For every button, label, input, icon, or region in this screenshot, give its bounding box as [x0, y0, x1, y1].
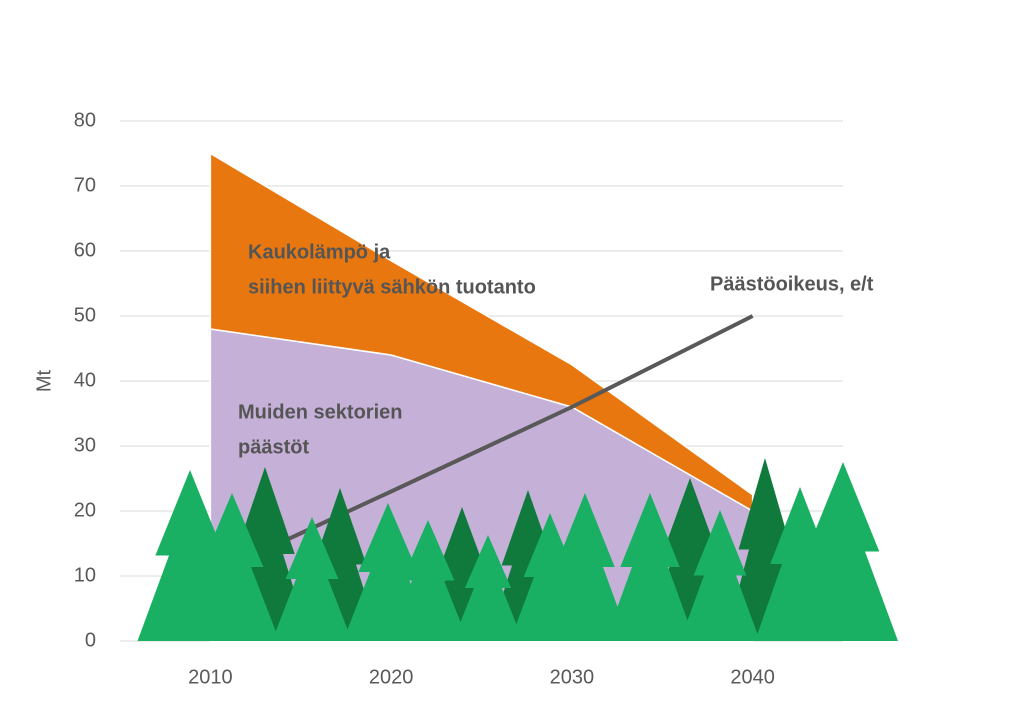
annotation: Kaukolämpö ja — [248, 241, 391, 263]
tree — [388, 520, 468, 641]
annotation: Päästöoikeus, e/t — [710, 273, 874, 295]
y-tick-label: 20 — [74, 499, 96, 521]
y-tick-label: 10 — [74, 564, 96, 586]
y-tick-label: 50 — [74, 304, 96, 326]
annotations: Kaukolämpö ja siihen liittyvä sähkön tuot… — [238, 241, 874, 458]
tree — [540, 493, 630, 641]
tree — [453, 535, 523, 641]
annotation: päästöt — [238, 436, 309, 458]
tree-decoration — [137, 458, 898, 641]
tree — [184, 493, 280, 641]
annotation: Muiden sektorien — [238, 401, 402, 423]
tree — [605, 493, 695, 641]
tree — [272, 517, 352, 641]
tree — [680, 510, 760, 641]
y-tick-label: 30 — [74, 434, 96, 456]
y-tick-label: 0 — [85, 629, 96, 651]
y-tick-label: 70 — [74, 174, 96, 196]
y-tick-label: 80 — [74, 109, 96, 131]
tree — [788, 462, 898, 641]
x-tick-label: 2040 — [730, 666, 775, 688]
x-tick-label: 2020 — [369, 666, 414, 688]
y-tick-label: 60 — [74, 239, 96, 261]
y-axis-label: Mt — [33, 369, 55, 392]
x-tick-label: 2030 — [550, 666, 595, 688]
y-tick-label: 40 — [74, 369, 96, 391]
line — [263, 314, 754, 552]
annotation: siihen liittyvä sähkön tuotanto — [248, 276, 536, 298]
x-tick-label: 2010 — [188, 666, 233, 688]
